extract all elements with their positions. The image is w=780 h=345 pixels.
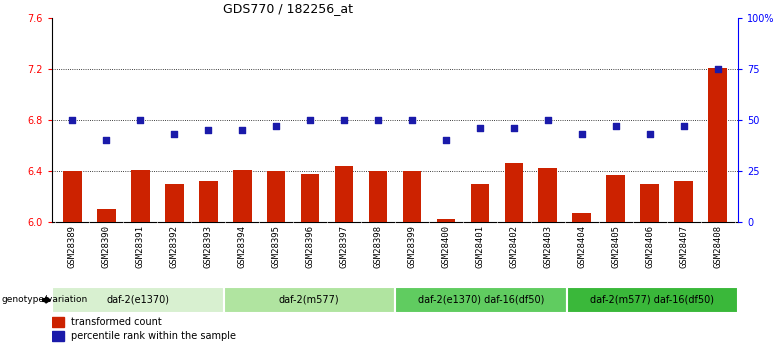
Point: [440, 138, 452, 143]
Text: GSM28397: GSM28397: [339, 225, 349, 268]
Text: daf-2(m577) daf-16(df50): daf-2(m577) daf-16(df50): [590, 295, 714, 305]
Point: [100, 138, 112, 143]
Bar: [566, 287, 738, 313]
Text: GSM28400: GSM28400: [441, 225, 450, 268]
Bar: [606, 175, 625, 222]
Text: GSM28406: GSM28406: [645, 225, 654, 268]
Bar: [233, 170, 251, 222]
Point: [406, 117, 418, 123]
Text: GSM28407: GSM28407: [679, 225, 688, 268]
Text: GSM28402: GSM28402: [509, 225, 519, 268]
Point: [711, 66, 724, 72]
Point: [576, 131, 588, 137]
Bar: [708, 68, 727, 222]
Point: [66, 117, 79, 123]
Bar: [224, 287, 395, 313]
Text: GSM28408: GSM28408: [713, 225, 722, 268]
Point: [372, 117, 385, 123]
Bar: [52, 317, 63, 327]
Text: genotype/variation: genotype/variation: [2, 296, 88, 305]
Text: GSM28403: GSM28403: [544, 225, 552, 268]
Text: GSM28399: GSM28399: [407, 225, 417, 268]
Point: [134, 117, 147, 123]
Text: GSM28404: GSM28404: [577, 225, 587, 268]
Bar: [52, 287, 224, 313]
Point: [202, 127, 215, 133]
Bar: [97, 209, 115, 222]
Bar: [267, 171, 285, 222]
Bar: [437, 219, 456, 222]
Text: GDS770 / 182256_at: GDS770 / 182256_at: [224, 1, 353, 14]
Point: [609, 124, 622, 129]
Bar: [470, 184, 489, 222]
Text: daf-2(m577): daf-2(m577): [279, 295, 339, 305]
Bar: [402, 171, 421, 222]
Bar: [573, 213, 591, 222]
Bar: [199, 181, 218, 222]
Bar: [165, 184, 183, 222]
Text: GSM28394: GSM28394: [238, 225, 246, 268]
Text: transformed count: transformed count: [70, 317, 161, 327]
Bar: [301, 174, 320, 222]
Text: GSM28390: GSM28390: [102, 225, 111, 268]
Bar: [131, 170, 150, 222]
Point: [541, 117, 554, 123]
Text: GSM28395: GSM28395: [271, 225, 281, 268]
Bar: [369, 171, 388, 222]
Text: percentile rank within the sample: percentile rank within the sample: [70, 331, 236, 341]
Point: [473, 125, 486, 131]
Text: GSM28389: GSM28389: [68, 225, 77, 268]
Bar: [538, 168, 557, 222]
Text: daf-2(e1370) daf-16(df50): daf-2(e1370) daf-16(df50): [417, 295, 544, 305]
Text: GSM28405: GSM28405: [612, 225, 620, 268]
Bar: [52, 332, 63, 341]
Text: daf-2(e1370): daf-2(e1370): [106, 295, 169, 305]
Text: GSM28393: GSM28393: [204, 225, 213, 268]
Text: GSM28396: GSM28396: [306, 225, 314, 268]
Text: GSM28391: GSM28391: [136, 225, 145, 268]
Bar: [640, 184, 659, 222]
Bar: [675, 181, 693, 222]
Text: GSM28392: GSM28392: [170, 225, 179, 268]
Bar: [335, 166, 353, 222]
Point: [304, 117, 317, 123]
Point: [236, 127, 248, 133]
Point: [338, 117, 350, 123]
Bar: [505, 163, 523, 222]
Point: [508, 125, 520, 131]
Text: GSM28398: GSM28398: [374, 225, 382, 268]
Text: GSM28401: GSM28401: [475, 225, 484, 268]
Bar: [395, 287, 566, 313]
Point: [677, 124, 690, 129]
Point: [270, 124, 282, 129]
Point: [168, 131, 180, 137]
Bar: [63, 171, 82, 222]
Point: [644, 131, 656, 137]
